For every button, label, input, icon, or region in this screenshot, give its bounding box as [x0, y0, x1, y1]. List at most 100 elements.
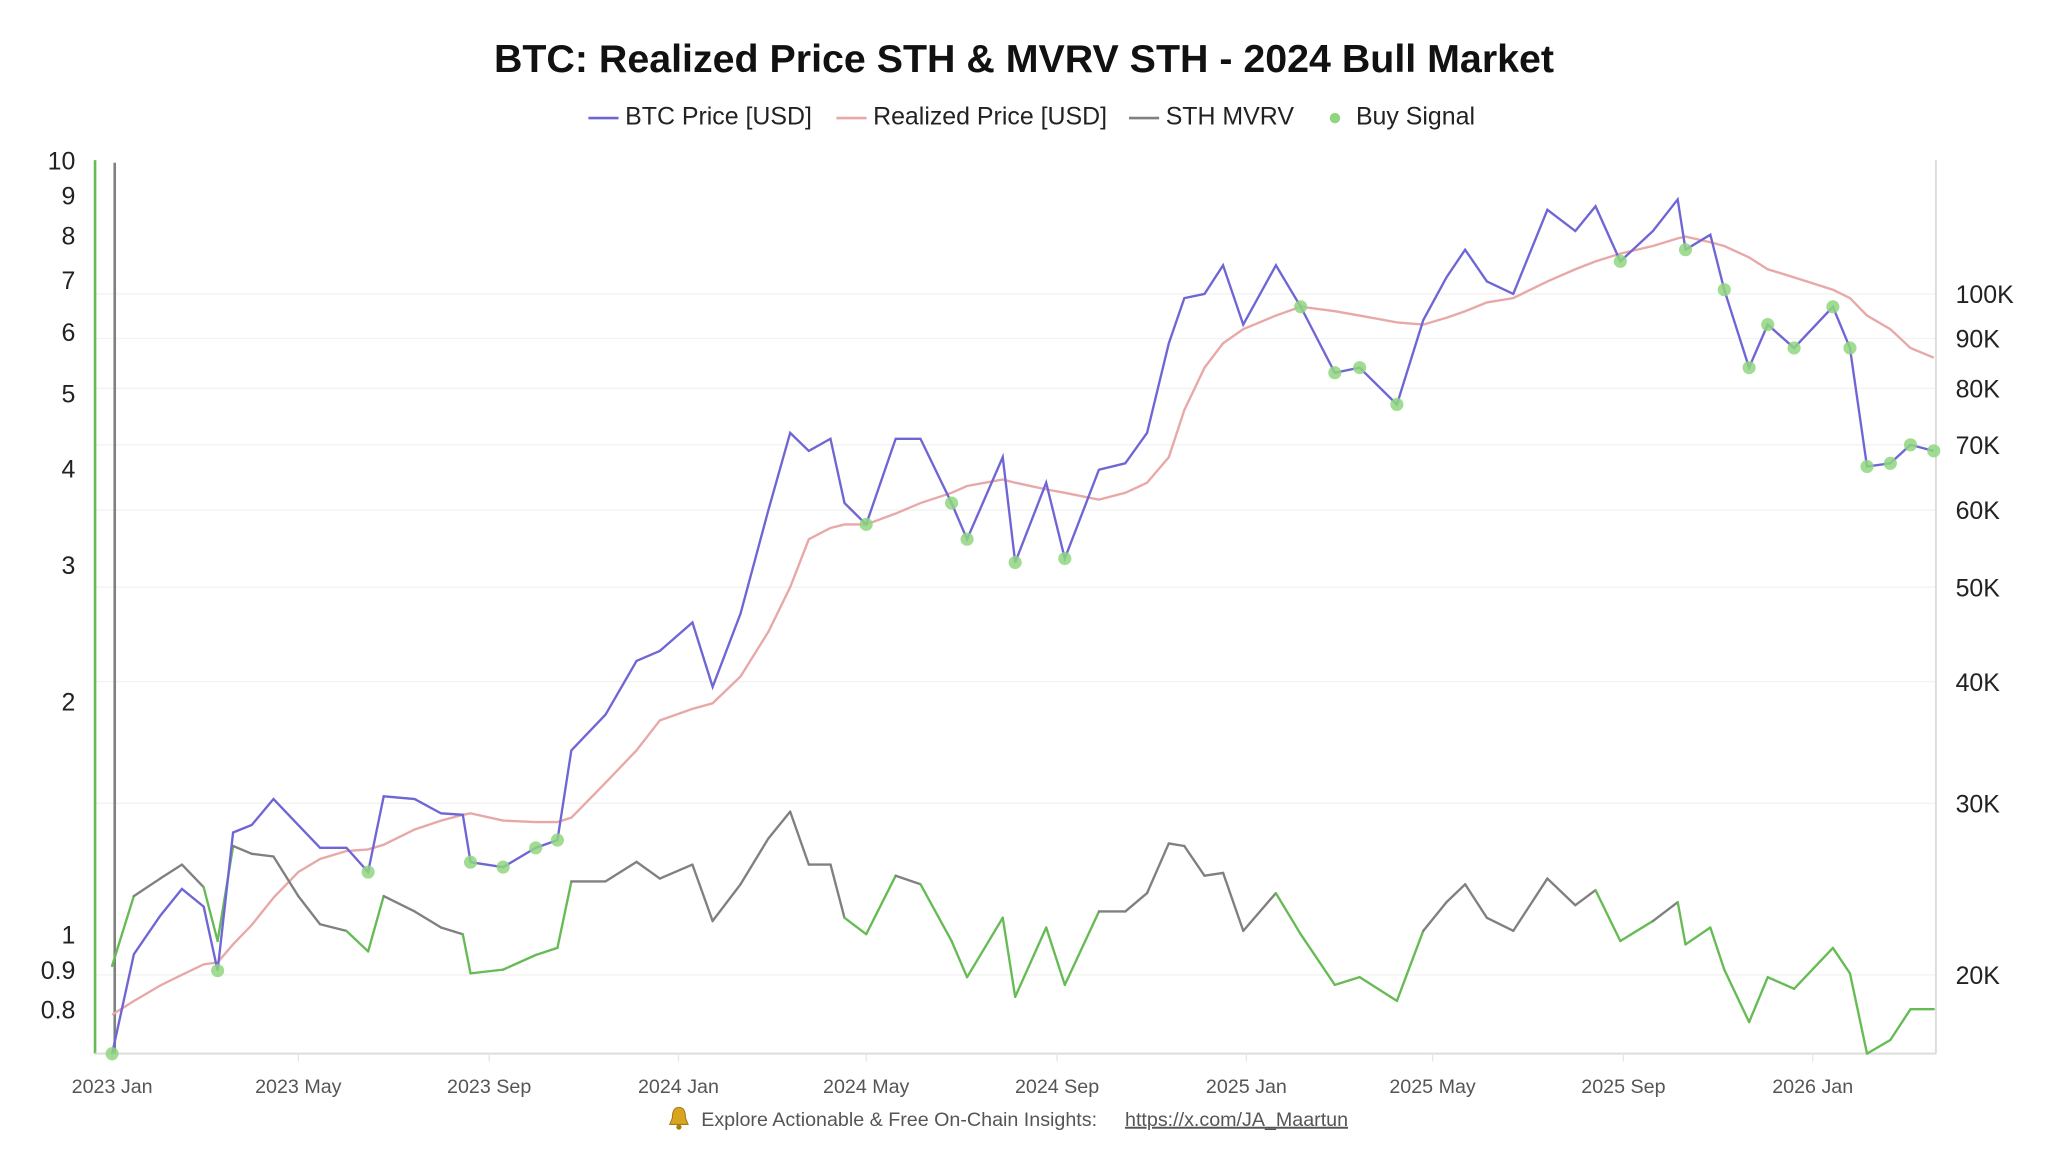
sth-mvrv-segment	[739, 837, 770, 886]
buy-signal-point	[1761, 318, 1775, 332]
sth-mvrv-segment	[1063, 910, 1101, 987]
sth-mvrv-segment	[789, 810, 810, 866]
sth-mvrv-segment	[202, 886, 219, 943]
x-tick-label: 2026 Jan	[1772, 1076, 1853, 1098]
legend-swatch	[1329, 112, 1341, 124]
x-tick-label: 2025 May	[1389, 1076, 1476, 1098]
x-tick-label: 2025 Sep	[1581, 1076, 1665, 1098]
left-tick-label: 6	[62, 319, 76, 347]
right-tick-label: 30K	[1956, 790, 2001, 818]
sth-mvrv-segment	[658, 863, 694, 880]
left-tick-label: 0.8	[41, 996, 76, 1024]
x-tick-label: 2023 May	[255, 1076, 342, 1098]
sth-mvrv-segment	[132, 877, 162, 898]
buy-signal-point	[1927, 444, 1941, 458]
footer: Explore Actionable & Free On-Chain Insig…	[668, 1106, 1348, 1131]
legend-item-sth-mvrv[interactable]: STH MVRV	[1128, 103, 1295, 131]
x-tick-label: 2024 Jan	[638, 1076, 719, 1098]
legend-item-buy-signal[interactable]: Buy Signal	[1329, 103, 1475, 131]
sth-mvrv-segment	[1723, 968, 1751, 1024]
sth-mvrv-segment	[1574, 888, 1597, 907]
sth-mvrv-segment	[1546, 877, 1577, 907]
buy-signal-point	[211, 964, 225, 978]
legend-label: BTC Price [USD]	[625, 103, 812, 131]
left-tick-label: 4	[62, 455, 76, 483]
left-axis-ticks: 10 9 8 7 6 5 4 3 2 1 0.9 0.8	[41, 147, 76, 1024]
sth-mvrv-segment	[297, 894, 322, 926]
buy-signal-point	[550, 833, 564, 847]
buy-signal-point	[1903, 438, 1918, 452]
buy-signal-point	[1678, 243, 1693, 257]
sth-mvrv-segment	[366, 894, 385, 953]
sth-mvrv-segment	[413, 910, 443, 929]
left-tick-label: 7	[62, 267, 76, 295]
sth-mvrv-segment	[556, 880, 573, 950]
sth-mvrv-segment	[461, 933, 472, 975]
sth-mvrv-segment	[1242, 891, 1278, 933]
right-tick-label: 20K	[1956, 962, 2001, 990]
sth-mvrv-segment	[1848, 972, 1869, 1055]
sth-mvrv-segment	[345, 929, 370, 953]
buy-signal-point	[1860, 459, 1874, 474]
buy-signal-point	[361, 865, 375, 879]
buy-signal-point	[960, 532, 974, 546]
right-tick-label: 90K	[1956, 326, 2001, 354]
sth-mvrv-segment	[382, 894, 416, 913]
buy-signal-point	[1294, 300, 1308, 314]
legend-label: STH MVRV	[1166, 103, 1295, 131]
sth-mvrv-segment	[1203, 871, 1225, 877]
buy-signal-point	[944, 496, 959, 510]
buy-signal-point	[1742, 361, 1756, 375]
sth-mvrv-segment	[1221, 871, 1245, 933]
sth-mvrv-segment	[1445, 883, 1467, 904]
sth-mvrv-segment	[1651, 900, 1679, 923]
footer-link[interactable]: https://x.com/JA_Maartun	[1125, 1109, 1348, 1131]
sth-mvrv-segment	[843, 916, 868, 936]
sth-mvrv-segment	[1512, 877, 1549, 933]
sth-mvrv-segment	[1167, 842, 1186, 848]
right-tick-label: 100K	[1956, 281, 2015, 309]
buy-signal-point	[496, 860, 510, 874]
chart-title: BTC: Realized Price STH & MVRV STH - 202…	[494, 37, 1554, 81]
left-tick-label: 3	[62, 552, 76, 580]
sth-mvrv-segment	[1684, 926, 1712, 946]
right-tick-label: 40K	[1956, 669, 2001, 697]
sth-mvrv-segment	[1889, 1008, 1912, 1042]
buy-signal-point	[1883, 456, 1897, 470]
sth-mvrv-segment	[1766, 975, 1796, 991]
sth-mvrv-segment	[1792, 946, 1835, 991]
sth-mvrv-segment	[1001, 916, 1017, 999]
sth-mvrv-segment	[865, 874, 897, 936]
sth-mvrv-segment	[1013, 926, 1048, 999]
buy-signal-point	[1008, 555, 1022, 570]
sth-mvrv-segment	[110, 894, 136, 968]
sth-mvrv-segment	[1619, 919, 1655, 943]
right-tick-label: 80K	[1956, 375, 2001, 403]
buy-signal-point	[1328, 366, 1342, 380]
sth-mvrv-segment	[272, 855, 300, 898]
sth-mvrv-segment	[534, 946, 559, 957]
buy-signal-point	[105, 1047, 119, 1061]
footer-text: Explore Actionable & Free On-Chain Insig…	[701, 1109, 1097, 1131]
sth-mvrv-segment	[1145, 842, 1170, 895]
legend-item-realized-price[interactable]: Realized Price [USD]	[836, 103, 1107, 131]
left-tick-label: 2	[62, 688, 76, 716]
sth-mvrv-segment	[965, 916, 1004, 979]
sth-mvrv-segment	[635, 860, 662, 880]
bell-icon	[668, 1106, 689, 1130]
sth-mvrv-segment	[180, 863, 205, 889]
sth-mvrv-segment	[919, 883, 953, 943]
sth-mvrv-segment	[1747, 975, 1769, 1024]
sth-mvrv-segment	[1045, 926, 1067, 987]
legend-item-btc-price[interactable]: BTC Price [USD]	[588, 103, 812, 131]
buy-signal-point	[859, 517, 873, 531]
sth-mvrv-segment	[1865, 1038, 1892, 1055]
left-tick-label: 9	[62, 183, 76, 211]
buy-signal-point	[1353, 361, 1367, 375]
buy-signal-point	[1826, 300, 1840, 314]
left-tick-label: 1	[62, 921, 76, 949]
sth-mvrv-segment	[894, 874, 922, 886]
buy-signal-point	[1787, 341, 1801, 355]
sth-mvrv-segment	[950, 939, 969, 979]
left-tick-label: 8	[62, 222, 76, 250]
